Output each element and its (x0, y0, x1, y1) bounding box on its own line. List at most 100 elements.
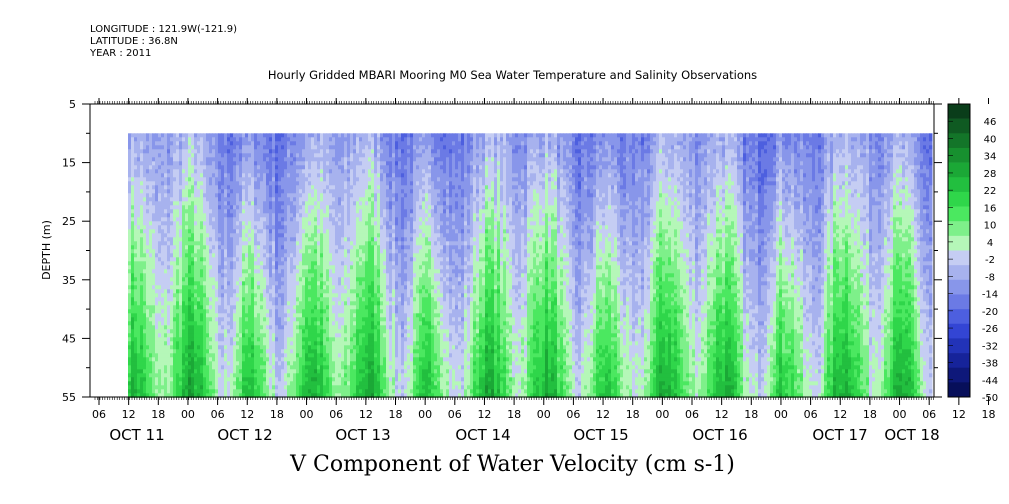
heatmap-cell (131, 365, 135, 370)
heatmap-cell (230, 285, 234, 290)
heatmap-cell (314, 177, 318, 182)
heatmap-cell (287, 181, 291, 186)
heatmap-cell (152, 205, 156, 210)
heatmap-cell (194, 233, 198, 238)
heatmap-cell (326, 221, 330, 226)
heatmap-cell (278, 361, 282, 366)
heatmap-cell (329, 201, 333, 206)
heatmap-cell (257, 141, 261, 146)
heatmap-cell (308, 373, 312, 378)
heatmap-cell (290, 193, 294, 198)
heatmap-cell (149, 145, 153, 150)
heatmap-cell (245, 285, 249, 290)
heatmap-cell (194, 389, 198, 394)
heatmap-cell (233, 361, 237, 366)
heatmap-cell (233, 377, 237, 382)
heatmap-cell (227, 249, 231, 254)
heatmap-cell (227, 209, 231, 214)
heatmap-cell (173, 253, 177, 258)
heatmap-cell (170, 257, 174, 262)
heatmap-cell (140, 177, 144, 182)
heatmap-cell (350, 157, 354, 162)
heatmap-cell (212, 189, 216, 194)
heatmap-cell (329, 317, 333, 322)
heatmap-cell (317, 265, 321, 270)
heatmap-cell (182, 229, 186, 234)
heatmap-cell (170, 217, 174, 222)
heatmap-cell (341, 209, 345, 214)
heatmap-cell (200, 233, 204, 238)
heatmap-cell (284, 365, 288, 370)
heatmap-cell (329, 241, 333, 246)
heatmap-cell (245, 161, 249, 166)
heatmap-cell (290, 269, 294, 274)
heatmap-cell (212, 297, 216, 302)
heatmap-cell (329, 329, 333, 334)
heatmap-cell (326, 321, 330, 326)
heatmap-cell (296, 201, 300, 206)
heatmap-cell (221, 149, 225, 154)
heatmap-cell (179, 185, 183, 190)
heatmap-cell (341, 137, 345, 142)
heatmap-cell (305, 217, 309, 222)
heatmap-cell (308, 333, 312, 338)
heatmap-cell (275, 205, 279, 210)
heatmap-cell (149, 313, 153, 318)
heatmap-cell (152, 193, 156, 198)
heatmap-cell (257, 333, 261, 338)
heatmap-cell (230, 329, 234, 334)
heatmap-cell (272, 369, 276, 374)
heatmap-cell (275, 261, 279, 266)
heatmap-cell (152, 217, 156, 222)
heatmap-cell (161, 141, 165, 146)
heatmap-cell (311, 141, 315, 146)
heatmap-cell (344, 137, 348, 142)
heatmap-cell (314, 385, 318, 390)
heatmap-cell (341, 201, 345, 206)
heatmap-cell (305, 233, 309, 238)
heatmap-cell (266, 185, 270, 190)
heatmap-cell (176, 277, 180, 282)
heatmap-cell (305, 141, 309, 146)
heatmap-cell (284, 337, 288, 342)
heatmap-cell (179, 341, 183, 346)
heatmap-cell (146, 133, 150, 138)
heatmap-cell (266, 345, 270, 350)
heatmap-cell (308, 341, 312, 346)
heatmap-cell (185, 361, 189, 366)
heatmap-cell (176, 333, 180, 338)
heatmap-cell (269, 221, 273, 226)
heatmap-cell (227, 181, 231, 186)
heatmap-cell (338, 137, 342, 142)
heatmap-cell (197, 205, 201, 210)
heatmap-cell (278, 281, 282, 286)
heatmap-cell (143, 213, 147, 218)
heatmap-cell (221, 145, 225, 150)
heatmap-cell (140, 149, 144, 154)
heatmap-cell (320, 145, 324, 150)
heatmap-cell (167, 225, 171, 230)
heatmap-cell (326, 309, 330, 314)
heatmap-cell (278, 297, 282, 302)
heatmap-cell (317, 333, 321, 338)
heatmap-cell (236, 193, 240, 198)
heatmap-cell (209, 309, 213, 314)
heatmap-cell (227, 329, 231, 334)
heatmap-cell (185, 213, 189, 218)
heatmap-cell (257, 233, 261, 238)
heatmap-cell (191, 293, 195, 298)
heatmap-cell (302, 281, 306, 286)
heatmap-cell (332, 193, 336, 198)
heatmap-cell (335, 201, 339, 206)
heatmap-cell (179, 329, 183, 334)
heatmap-cell (251, 333, 255, 338)
heatmap-cell (218, 201, 222, 206)
heatmap-cell (236, 165, 240, 170)
year-label: YEAR : 2011 (90, 48, 152, 59)
heatmap-cell (290, 213, 294, 218)
heatmap-cell (278, 237, 282, 242)
heatmap-cell (170, 385, 174, 390)
heatmap-cell (179, 233, 183, 238)
heatmap-cell (263, 341, 267, 346)
heatmap-cell (158, 153, 162, 158)
